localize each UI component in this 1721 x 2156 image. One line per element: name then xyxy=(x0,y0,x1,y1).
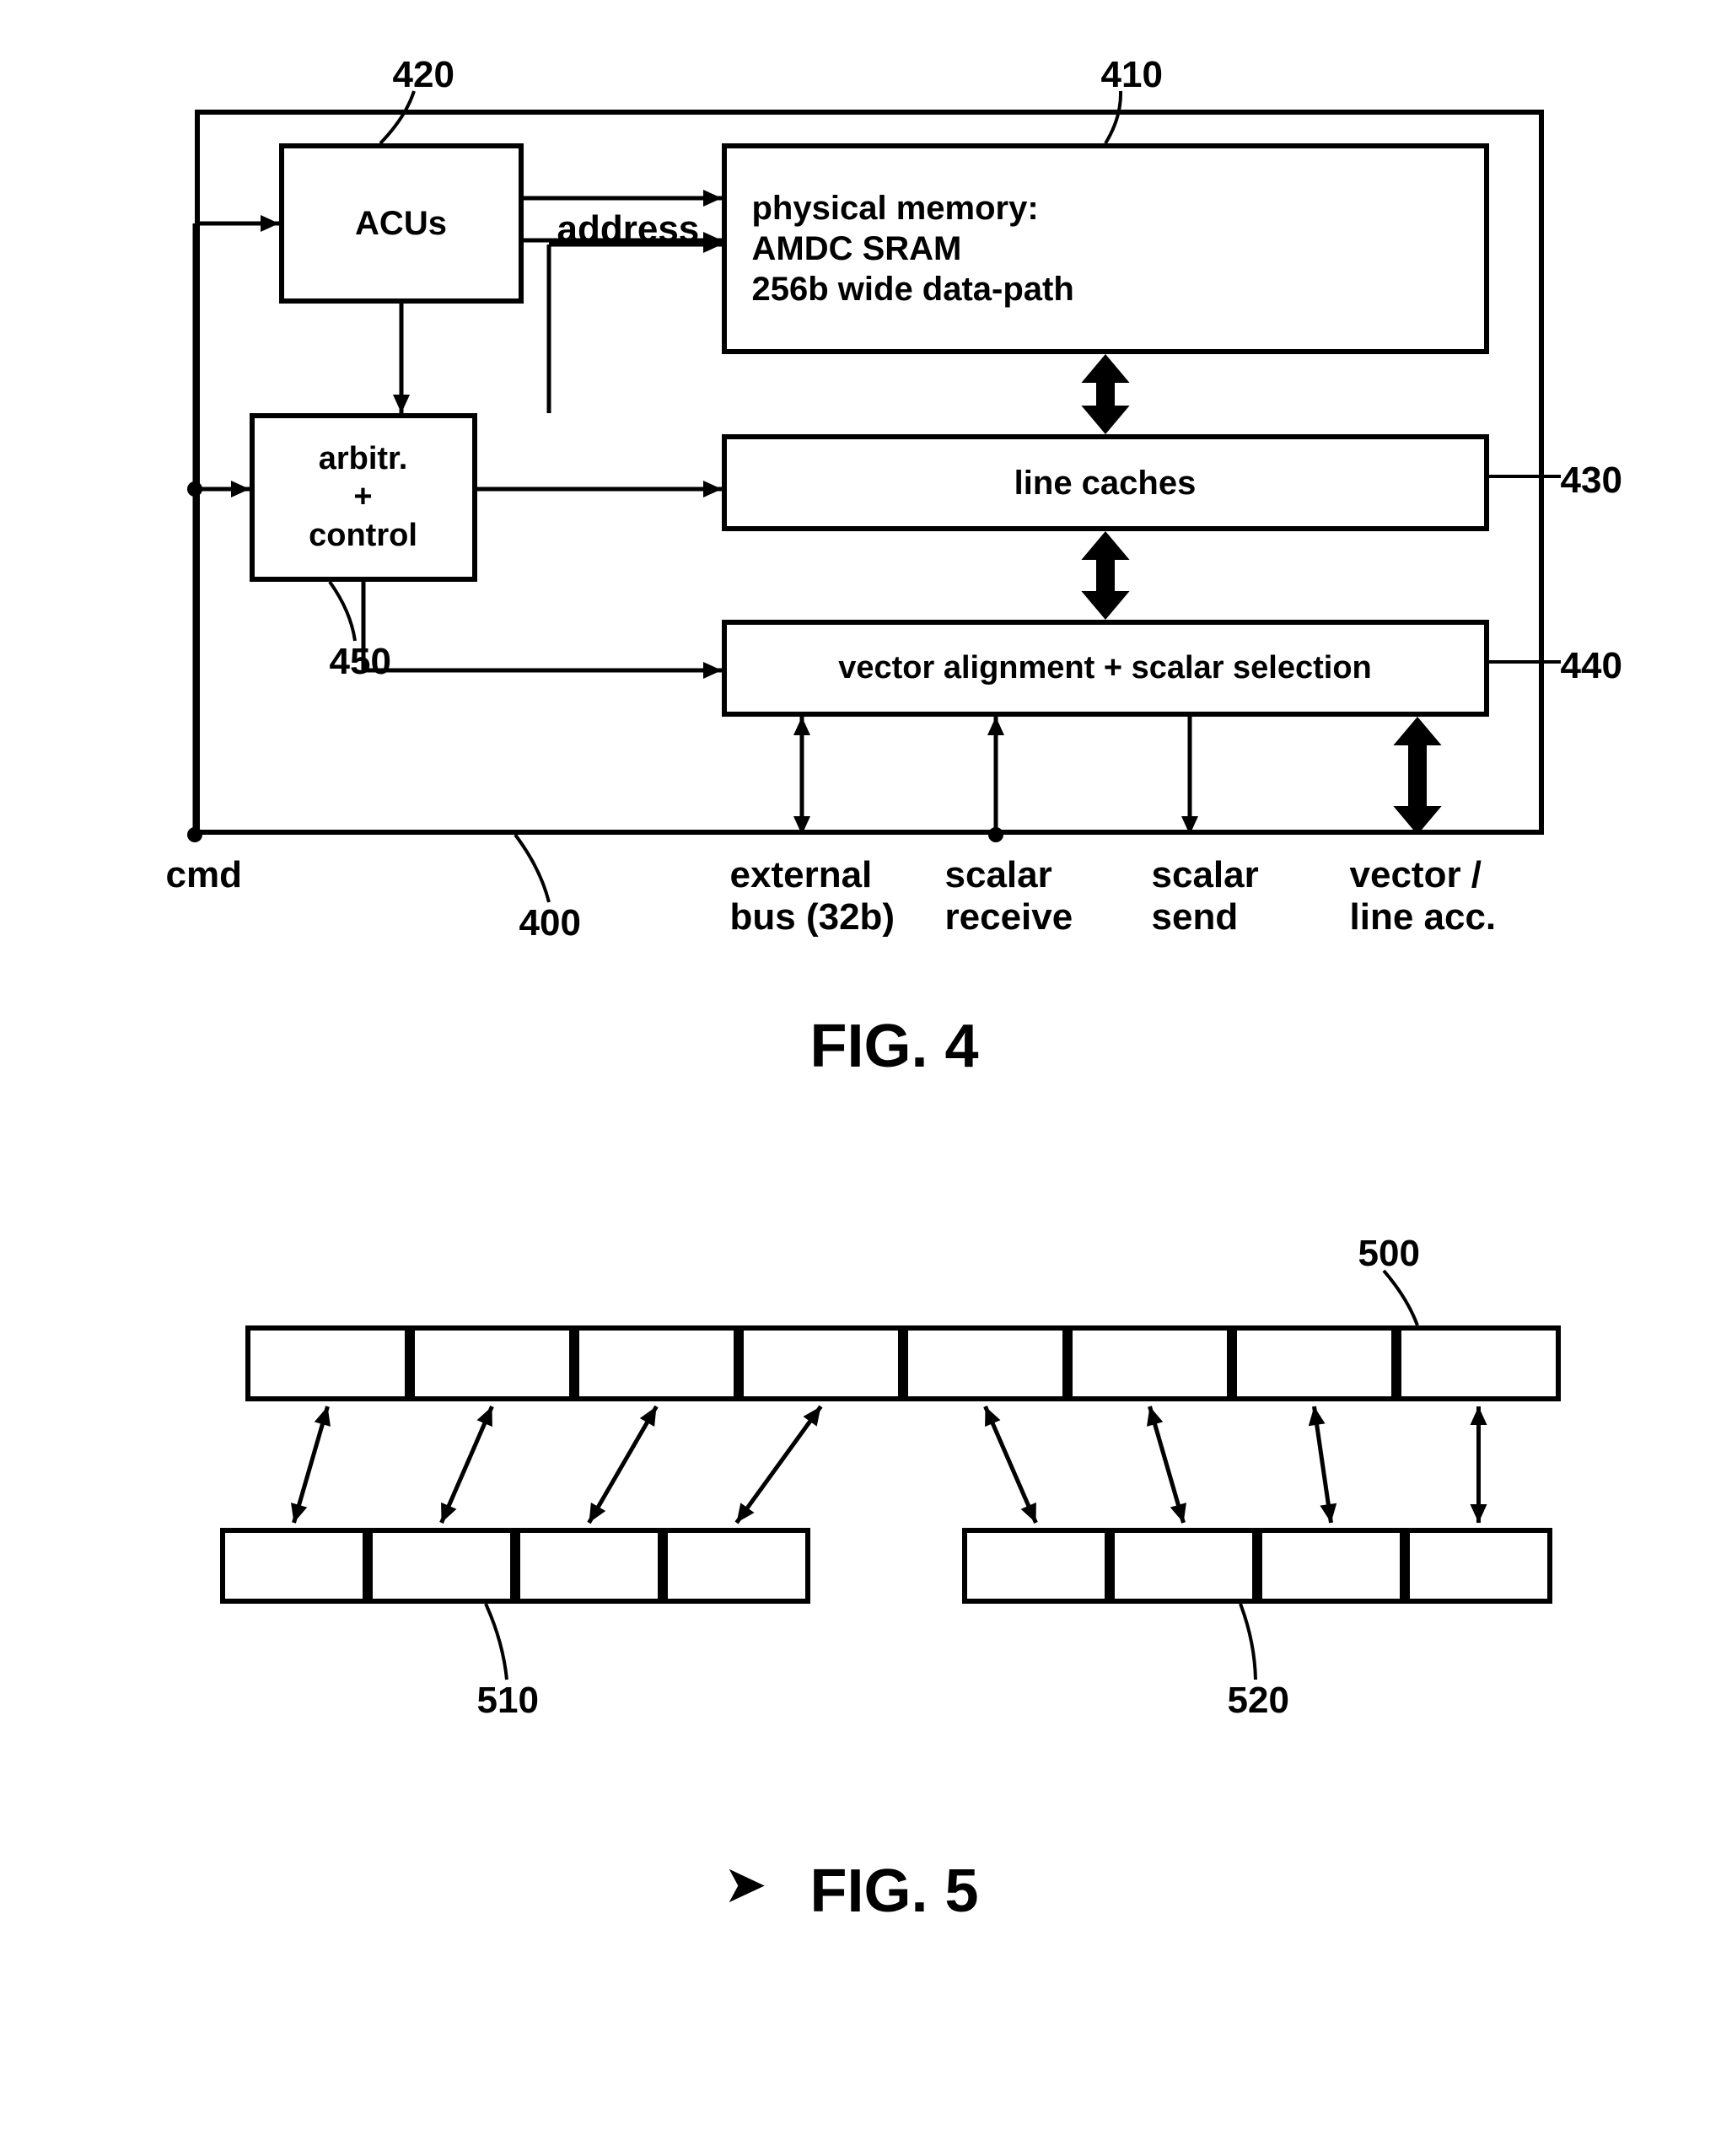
fig5-top-cell-0 xyxy=(245,1325,410,1401)
fig5-top-cell-6 xyxy=(1232,1325,1396,1401)
fig5-top-cell-2 xyxy=(574,1325,739,1401)
fig4-label-ref_410: 410 xyxy=(1101,54,1163,96)
fig4-label-scalar_send: scalar send xyxy=(1152,854,1259,938)
fig5-top-cell-7 xyxy=(1396,1325,1561,1401)
fig5-bl-cell-2 xyxy=(515,1528,663,1604)
fig5-top-cell-4 xyxy=(903,1325,1068,1401)
fig5-caption-text: FIG. 5 xyxy=(809,1858,978,1925)
fig4-label-cmd: cmd xyxy=(166,854,242,896)
fig4-box-acus: ACUs xyxy=(279,143,524,304)
fig5-label-ref_500: 500 xyxy=(1358,1233,1420,1275)
fig4-box-align: vector alignment + scalar selection xyxy=(722,620,1489,717)
fig4-label-vector_line: vector / line acc. xyxy=(1350,854,1497,938)
fig5-diagram: 500 510 520 xyxy=(94,1216,1696,1806)
fig4-box-arbitr: arbitr. + control xyxy=(250,413,477,582)
fig5-caption: ➤ FIG. 5 xyxy=(34,1857,1721,1926)
fig5-br-cell-3 xyxy=(1405,1528,1552,1604)
fig5-br-cell-2 xyxy=(1257,1528,1405,1604)
fig4-label-ref_440: 440 xyxy=(1561,645,1622,687)
fig5-label-ref_520: 520 xyxy=(1228,1680,1289,1722)
fig5-bl-cell-3 xyxy=(663,1528,810,1604)
fig4-label-external_bus: external bus (32b) xyxy=(730,854,895,938)
fig4-box-caches: line caches xyxy=(722,434,1489,531)
fig5-br-cell-1 xyxy=(1110,1528,1257,1604)
fig5-top-cell-5 xyxy=(1068,1325,1232,1401)
fig5-br-cell-0 xyxy=(962,1528,1110,1604)
fig5-label-ref_510: 510 xyxy=(477,1680,539,1722)
fig4-label-ref_430: 430 xyxy=(1561,460,1622,502)
pointer-glyph: ➤ xyxy=(726,1857,766,1912)
fig4-label-ref_420: 420 xyxy=(393,54,454,96)
fig5-top-cell-1 xyxy=(410,1325,574,1401)
fig4-label-address: address xyxy=(557,208,700,250)
fig5-bl-cell-1 xyxy=(368,1528,515,1604)
fig5-arrows xyxy=(94,1216,1696,1806)
fig4-label-scalar_receive: scalar receive xyxy=(945,854,1073,938)
fig4-caption: FIG. 4 xyxy=(34,1012,1721,1081)
fig5-bl-cell-0 xyxy=(220,1528,368,1604)
fig4-diagram: ACUs physical memory: AMDC SRAM 256b wide… xyxy=(94,34,1696,961)
fig4-label-ref_450: 450 xyxy=(330,641,391,683)
fig5-top-cell-3 xyxy=(739,1325,903,1401)
fig4-box-memory: physical memory: AMDC SRAM 256b wide dat… xyxy=(722,143,1489,354)
fig4-label-ref_400: 400 xyxy=(519,902,581,944)
